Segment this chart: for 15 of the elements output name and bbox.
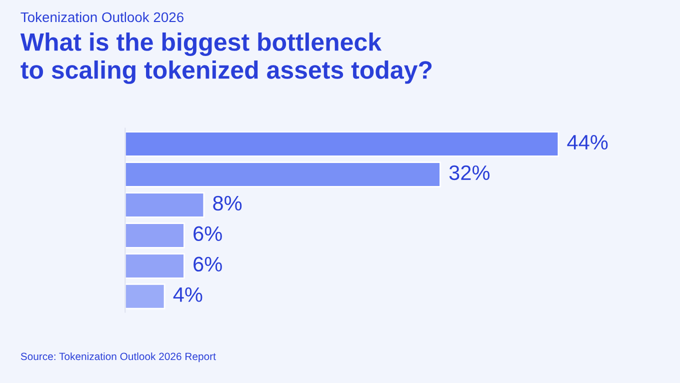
data-label: 8% [213, 196, 242, 211]
data-label: 32% [449, 165, 490, 180]
bar [125, 284, 166, 310]
chart-subtitle: Tokenization Outlook 2026 [20, 12, 184, 22]
source-note: Source: Tokenization Outlook 2026 Report [20, 352, 216, 362]
bar [125, 131, 560, 157]
bar [125, 222, 185, 248]
bar [125, 253, 185, 279]
data-label: 6% [194, 226, 222, 242]
data-label: 4% [173, 287, 202, 302]
chart-title: What is the biggest bottleneck to scaling tokenized assets today? [20, 32, 432, 84]
data-label: 44% [567, 134, 608, 150]
bar [125, 192, 205, 218]
data-label: 6% [194, 256, 222, 272]
bar [125, 162, 441, 188]
